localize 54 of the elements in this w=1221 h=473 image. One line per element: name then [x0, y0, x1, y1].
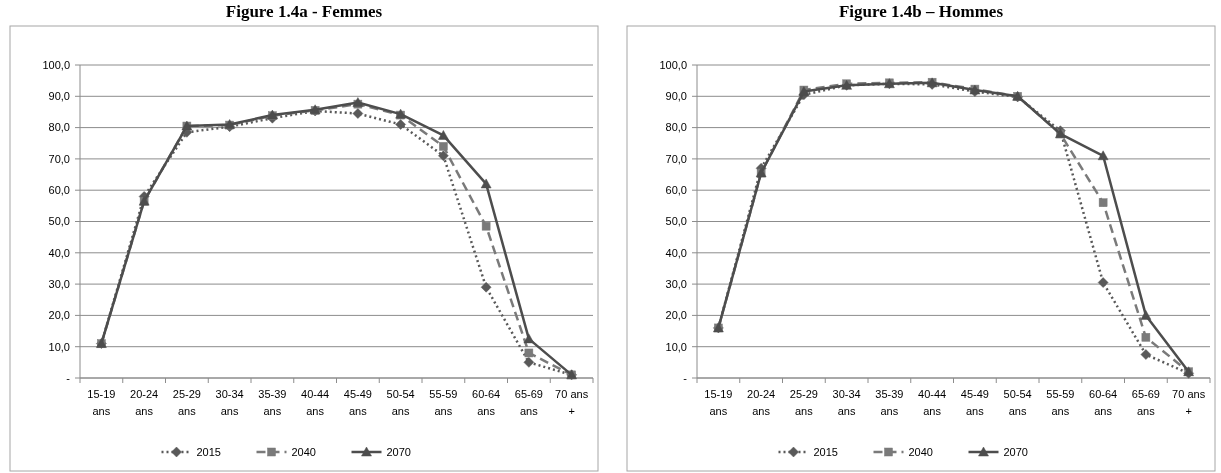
x-tick-label: 60-64 ans — [1089, 388, 1118, 417]
y-tick-label: 10,0 — [665, 340, 687, 353]
legend-label: 2040 — [908, 445, 933, 458]
x-tick-label: 25-29 ans — [789, 388, 818, 417]
x-tick-label: 35-39 ans — [875, 388, 904, 417]
x-tick-label: 30-34 ans — [832, 388, 861, 417]
x-tick-label: 30-34 ans — [215, 388, 244, 417]
chart-title: Figure 1.4a - Femmes — [225, 2, 383, 21]
x-tick-label: 15-19 ans — [704, 388, 733, 417]
y-tick-label: 90,0 — [48, 90, 70, 103]
y-tick-label: 70,0 — [48, 152, 70, 165]
legend-label: 2070 — [1003, 445, 1028, 458]
legend-label: 2015 — [813, 445, 838, 458]
x-tick-label: 20-24 ans — [747, 388, 776, 417]
y-tick-label: 40,0 — [665, 246, 687, 259]
y-tick-label: 50,0 — [665, 215, 687, 228]
y-tick-label: 30,0 — [665, 277, 687, 290]
legend-label: 2070 — [386, 445, 411, 458]
y-tick-label: 60,0 — [665, 184, 687, 197]
y-tick-label: 20,0 — [48, 309, 70, 322]
x-tick-label: 55-59 ans — [1046, 388, 1075, 417]
y-tick-label: 80,0 — [665, 121, 687, 134]
chart-title: Figure 1.4b – Hommes — [838, 2, 1004, 21]
y-tick-label: 30,0 — [48, 277, 70, 290]
legend-label: 2015 — [196, 445, 221, 458]
x-tick-label: 40-44 ans — [918, 388, 947, 417]
y-tick-label: 90,0 — [665, 90, 687, 103]
x-tick-label: 45-49 ans — [960, 388, 989, 417]
y-tick-label: 100,0 — [659, 58, 687, 71]
y-tick-label: - — [683, 371, 688, 384]
x-tick-label: 70 ans + — [555, 388, 589, 417]
y-tick-label: - — [66, 371, 71, 384]
legend-label: 2040 — [291, 445, 316, 458]
x-tick-label: 20-24 ans — [130, 388, 159, 417]
x-tick-label: 60-64 ans — [472, 388, 501, 417]
x-tick-label: 25-29 ans — [172, 388, 201, 417]
x-tick-label: 65-69 ans — [514, 388, 543, 417]
y-tick-label: 100,0 — [42, 58, 70, 71]
y-tick-label: 60,0 — [48, 184, 70, 197]
x-tick-label: 45-49 ans — [343, 388, 372, 417]
y-tick-label: 50,0 — [48, 215, 70, 228]
x-tick-label: 55-59 ans — [429, 388, 458, 417]
y-tick-label: 80,0 — [48, 121, 70, 134]
x-tick-label: 40-44 ans — [301, 388, 330, 417]
y-tick-label: 10,0 — [48, 340, 70, 353]
y-tick-label: 20,0 — [665, 309, 687, 322]
x-tick-label: 50-54 ans — [1003, 388, 1032, 417]
x-tick-label: 50-54 ans — [386, 388, 415, 417]
y-tick-label: 40,0 — [48, 246, 70, 259]
x-tick-label: 65-69 ans — [1131, 388, 1160, 417]
x-tick-label: 70 ans + — [1172, 388, 1206, 417]
x-tick-label: 15-19 ans — [87, 388, 116, 417]
x-tick-label: 35-39 ans — [258, 388, 287, 417]
y-tick-label: 70,0 — [665, 152, 687, 165]
